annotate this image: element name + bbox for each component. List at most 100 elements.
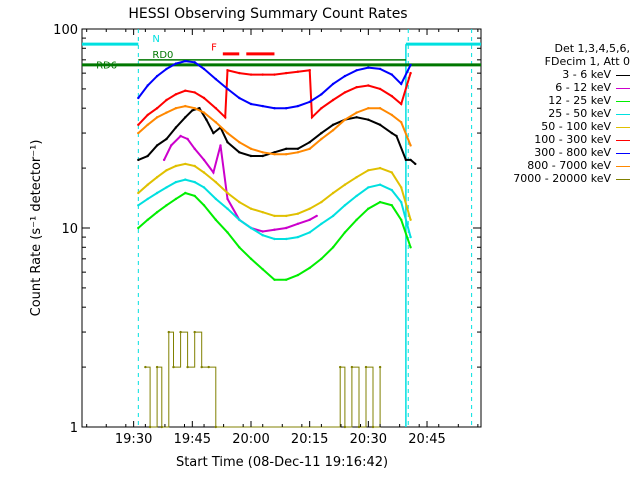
data-point-25-50-kev [308,231,311,234]
data-point-3-6-kev [238,151,241,154]
data-point-100-300-kev [331,98,335,102]
data-point-50-100-kev [193,164,196,168]
data-point-800-7000-kev [174,107,178,110]
data-point-25-50-kev [193,180,196,184]
data-point-12-25-kev [285,278,288,281]
data-point-3-6-kev [226,141,229,144]
legend-label: 25 - 50 keV [548,107,611,120]
data-point-3-6-kev [205,118,208,121]
data-point-7000-20000-kev [167,330,170,334]
data-point-3-6-kev [395,134,398,138]
x-tick-label: 20:30 [350,432,387,447]
data-point-3-6-kev [308,141,311,144]
data-point-25-50-kev [390,188,393,192]
data-point-800-7000-kev [238,141,241,144]
data-point-100-300-kev [367,84,370,87]
data-point-100-300-kev [310,116,314,119]
data-point-25-50-kev [367,186,370,189]
data-point-300-800-kev [390,73,393,76]
data-point-7000-20000-kev [172,365,175,369]
data-point-50-100-kev [331,191,335,195]
legend-label: 12 - 25 keV [548,94,611,107]
series-line-12-25-kev [137,191,412,281]
data-point-300-800-kev [409,63,412,67]
data-point-12-25-kev [214,218,217,221]
data-point-50-100-kev [320,200,323,204]
data-point-25-50-kev [165,186,168,189]
data-point-7000-20000-kev [186,365,189,369]
series-line-25-50-kev [137,178,412,240]
data-point-50-100-kev [165,169,168,172]
data-point-25-50-kev [261,234,264,237]
data-point-12-25-kev [174,197,178,201]
data-point-12-25-kev [296,273,300,277]
data-point-3-6-kev [320,131,323,135]
data-point-100-300-kev [155,107,159,110]
data-point-6-12-kev [296,222,300,225]
data-point-3-6-kev [273,151,276,154]
legend-entry: 6 - 12 keV [555,81,630,94]
data-point-3-6-kev [198,107,201,110]
data-point-50-100-kev [343,183,347,186]
data-point-50-100-kev [202,171,206,174]
data-point-800-7000-kev [249,147,253,150]
data-point-12-25-kev [320,257,323,260]
data-point-100-300-kev [273,73,276,76]
legend-entry: 25 - 50 keV [548,107,630,120]
data-point-25-50-kev [137,204,140,207]
data-point-7000-20000-kev [214,425,217,429]
data-point-50-100-kev [137,191,140,195]
legend-label: 50 - 100 keV [541,120,611,133]
data-point-7000-20000-kev [364,365,368,369]
data-point-100-300-kev [146,113,149,117]
legend-entry: 3 - 6 keV [562,68,630,81]
legend-label: 3 - 6 keV [562,68,611,81]
data-point-12-25-kev [193,194,196,198]
data-point-50-100-kev [155,176,159,179]
data-point-7000-20000-kev [193,330,196,334]
series-line-6-12-kev [163,134,318,233]
data-point-300-800-kev [238,96,241,100]
data-point-800-7000-kev [193,107,196,110]
data-point-12-25-kev [400,218,403,221]
data-point-12-25-kev [226,231,229,234]
data-point-6-12-kev [202,158,206,162]
data-point-25-50-kev [355,194,358,198]
data-point-3-6-kev [146,154,149,158]
x-tick-label: 20:45 [408,432,445,447]
legend-swatch [616,74,630,76]
chart-title: HESSI Observing Summary Count Rates [128,6,407,22]
data-point-6-12-kev [212,171,215,174]
data-point-300-800-kev [214,77,217,81]
x-axis-ticks: 19:30 19:45 20:00 20:15 20:30 20:45 [86,29,479,447]
data-point-100-300-kev [224,116,227,119]
data-point-300-800-kev [343,74,347,78]
data-point-300-800-kev [273,107,276,110]
data-point-25-50-kev [409,235,412,239]
data-point-100-300-kev [174,93,178,96]
data-point-300-800-kev [174,62,178,65]
data-point-3-6-kev [137,158,140,162]
data-point-3-6-kev [355,116,358,119]
data-point-50-100-kev [261,211,264,214]
data-point-100-300-kev [261,73,264,76]
data-point-50-100-kev [285,214,288,218]
data-point-12-25-kev [165,204,168,207]
data-point-3-6-kev [261,154,264,158]
data-point-100-300-kev [202,96,206,100]
data-point-800-7000-kev [409,144,412,147]
data-point-6-12-kev [226,197,229,201]
flare-label: F [211,43,217,54]
data-point-7000-20000-kev [339,365,342,369]
data-point-25-50-kev [296,235,300,239]
data-point-25-50-kev [273,237,276,241]
legend-header: FDecim 1, Att 0 [544,55,630,68]
data-point-7000-20000-kev [200,365,203,369]
data-point-12-25-kev [261,268,264,271]
data-point-100-300-kev [184,89,187,92]
data-point-50-100-kev [390,171,393,174]
data-point-3-6-kev [378,123,382,127]
data-point-3-6-kev [367,118,370,121]
data-point-50-100-kev [174,164,178,168]
legend-swatch [616,100,630,102]
